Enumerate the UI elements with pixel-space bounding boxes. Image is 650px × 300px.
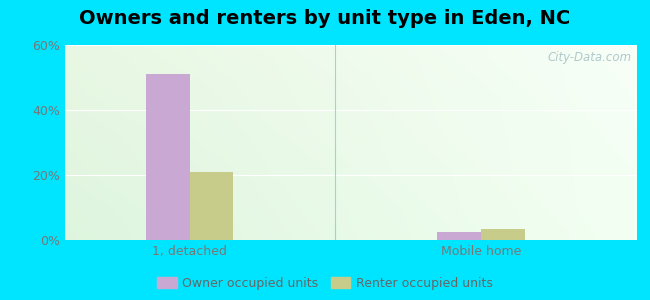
Text: City-Data.com: City-Data.com [547, 51, 631, 64]
Text: Owners and renters by unit type in Eden, NC: Owners and renters by unit type in Eden,… [79, 9, 571, 28]
Bar [437, 232, 481, 240]
Bar [146, 74, 190, 240]
Bar [481, 229, 525, 240]
Bar [190, 172, 233, 240]
Legend: Owner occupied units, Renter occupied units: Owner occupied units, Renter occupied un… [153, 273, 497, 294]
